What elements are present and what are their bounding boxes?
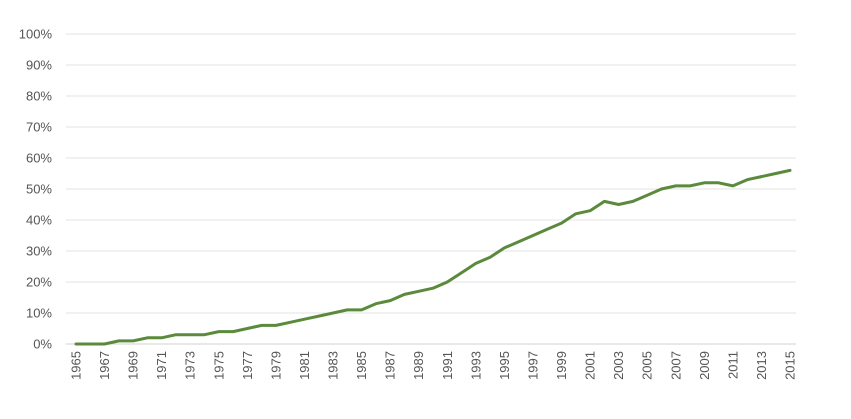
x-tick-label: 2007: [668, 351, 683, 380]
y-tick-label: 90%: [26, 58, 52, 73]
x-tick-label: 1999: [554, 351, 569, 380]
x-tick-label: 2001: [583, 351, 598, 380]
y-tick-label: 80%: [26, 89, 52, 104]
data-point: [89, 343, 92, 346]
data-point: [360, 308, 363, 311]
x-tick-label: 1977: [240, 351, 255, 380]
data-point: [503, 246, 506, 249]
x-tick-label: 1965: [69, 351, 84, 380]
y-tick-label: 30%: [26, 244, 52, 259]
data-point: [731, 184, 734, 187]
data-point: [389, 299, 392, 302]
data-point: [774, 172, 777, 175]
y-tick-label: 0%: [33, 337, 52, 352]
data-point: [432, 287, 435, 290]
data-point: [531, 234, 534, 237]
data-point: [446, 281, 449, 284]
data-point: [489, 256, 492, 259]
data-point: [603, 200, 606, 203]
data-point: [689, 184, 692, 187]
data-point: [303, 318, 306, 321]
series-layer: [74, 168, 792, 346]
data-point: [260, 324, 263, 327]
y-tick-label: 40%: [26, 213, 52, 228]
data-point: [117, 339, 120, 342]
data-point: [317, 315, 320, 318]
y-tick-label: 100%: [19, 27, 53, 42]
x-tick-label: 2013: [754, 351, 769, 380]
data-point: [646, 194, 649, 197]
x-tick-label: 1975: [211, 351, 226, 380]
x-tick-label: 1995: [497, 351, 512, 380]
data-point: [346, 308, 349, 311]
data-point: [332, 312, 335, 315]
x-tick-label: 1969: [126, 351, 141, 380]
x-tick-label: 1991: [440, 351, 455, 380]
data-point: [374, 302, 377, 305]
data-point: [460, 271, 463, 274]
data-point: [717, 181, 720, 184]
data-point: [217, 330, 220, 333]
data-point: [674, 184, 677, 187]
y-axis-ticks: 0% 10% 20% 30% 40% 50% 60% 70% 80% 90% 100%: [19, 27, 53, 352]
data-point: [474, 262, 477, 265]
data-point: [189, 333, 192, 336]
data-point: [660, 188, 663, 191]
data-point: [103, 343, 106, 346]
data-point: [546, 228, 549, 231]
x-tick-label: 2011: [725, 351, 740, 379]
data-point: [417, 290, 420, 293]
x-tick-label: 1981: [297, 351, 312, 380]
x-tick-label: 1983: [326, 351, 341, 380]
data-point: [160, 336, 163, 339]
data-point: [703, 181, 706, 184]
y-tick-label: 20%: [26, 275, 52, 290]
x-tick-label: 2003: [611, 351, 626, 380]
x-tick-label: 1997: [525, 351, 540, 380]
data-point: [560, 222, 563, 225]
data-point: [789, 169, 792, 172]
data-point: [174, 333, 177, 336]
x-tick-label: 1989: [411, 351, 426, 380]
data-point: [589, 209, 592, 212]
data-point: [746, 178, 749, 181]
data-point: [132, 339, 135, 342]
x-tick-label: 2015: [783, 351, 798, 380]
x-tick-label: 2005: [640, 351, 655, 380]
x-tick-label: 1987: [383, 351, 398, 380]
data-point: [403, 293, 406, 296]
y-tick-label: 50%: [26, 182, 52, 197]
data-point: [274, 324, 277, 327]
gridlines: [66, 33, 796, 345]
series-line: [74, 168, 792, 346]
data-point: [617, 203, 620, 206]
y-tick-label: 70%: [26, 120, 52, 135]
x-tick-label: 1985: [354, 351, 369, 380]
data-point: [517, 240, 520, 243]
x-tick-label: 1979: [268, 351, 283, 380]
data-point: [232, 330, 235, 333]
x-tick-label: 1993: [468, 351, 483, 380]
x-tick-label: 2009: [697, 351, 712, 380]
data-point: [760, 175, 763, 178]
data-point: [246, 327, 249, 330]
data-point: [146, 336, 149, 339]
data-point: [574, 212, 577, 215]
data-point: [203, 333, 206, 336]
data-point: [631, 200, 634, 203]
x-tick-label: 1967: [97, 351, 112, 380]
data-point: [75, 343, 78, 346]
y-tick-label: 10%: [26, 306, 52, 321]
y-tick-label: 60%: [26, 151, 52, 166]
data-point: [289, 321, 292, 324]
x-tick-label: 1973: [183, 351, 198, 380]
x-axis-ticks: 1965 1967 1969 1971 1973 1975 1977 1979 1981 1983…: [69, 351, 798, 380]
x-tick-label: 1971: [154, 351, 169, 380]
